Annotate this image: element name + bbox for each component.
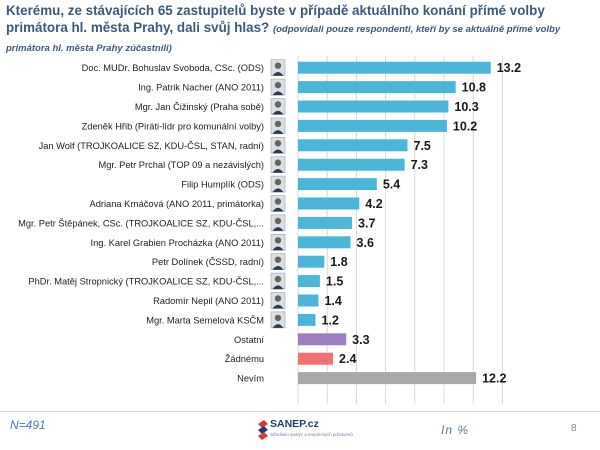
bar: [298, 197, 360, 210]
bar: [298, 139, 408, 152]
portrait-photo-icon: [270, 78, 286, 96]
value-label: 12.2: [482, 372, 506, 386]
category-label: Adriana Krnáčová (ANO 2011, primátorka): [90, 199, 264, 209]
portrait-photo-icon: [270, 195, 286, 212]
value-label: 3.6: [357, 236, 374, 250]
portrait-photo-icon: [270, 272, 286, 290]
bar: [298, 81, 456, 94]
value-label: 10.8: [462, 81, 486, 95]
value-label: 1.4: [324, 294, 341, 308]
value-label: 13.2: [497, 61, 521, 75]
bar: [298, 178, 377, 191]
footer-divider: [0, 411, 600, 412]
chart-question: Kterému, ze stávajících 65 zastupitelů b…: [6, 3, 545, 35]
bar: [298, 255, 325, 268]
category-label: Mgr. Petr Prchal (TOP 09 a nezávislých): [98, 160, 264, 170]
logo-tagline: Středisko analýz a empirických průzkumů: [270, 432, 353, 437]
value-label: 4.2: [365, 197, 382, 211]
bar: [298, 372, 477, 385]
portrait-photo-icon: [270, 98, 286, 115]
portrait-photo-icon: [270, 311, 286, 329]
bar: [298, 352, 334, 365]
portrait-photo-icon: [270, 292, 286, 309]
bar: [298, 294, 319, 307]
value-label: 3.7: [358, 216, 375, 230]
category-label: Ostatní: [234, 335, 264, 345]
portrait-photo-icon: [270, 156, 286, 173]
portrait-photo-icon: [270, 234, 286, 251]
value-label: 7.5: [414, 139, 431, 153]
value-label: 5.4: [383, 178, 400, 192]
bar: [298, 236, 351, 249]
bar: [298, 119, 447, 132]
category-label: Ing. Patrik Nacher (ANO 2011): [138, 83, 264, 93]
portrait-photo-icon: [270, 137, 286, 154]
category-label: Doc. MUDr. Bohuslav Svoboda, CSc. (ODS): [82, 63, 264, 73]
chart-note: (odpovídali pouze respondenti, kteří by …: [6, 24, 561, 54]
portrait-photo-icon: [270, 214, 286, 232]
bar-chart: Doc. MUDr. Bohuslav Svoboda, CSc. (ODS) 1…: [18, 56, 521, 404]
bar: [298, 275, 320, 288]
sanep-logo-icon: [258, 420, 268, 440]
value-label: 3.3: [352, 333, 369, 347]
category-label: Ing. Karel Grabien Procházka (ANO 2011): [91, 238, 264, 248]
logo-name: SANEP.cz: [270, 418, 319, 430]
category-label: Filip Humplík (ODS): [181, 180, 264, 190]
category-label: Žádnému: [225, 354, 264, 364]
portrait-photo-icon: [270, 253, 286, 270]
portrait-photo-icon: [270, 117, 286, 135]
category-label: Zdeněk Hřib (Piráti-lídr pro komunální v…: [82, 121, 264, 131]
category-label: Mgr. Marta Semelová KSČM: [146, 315, 264, 325]
page-number: 8: [571, 423, 577, 434]
bar: [298, 100, 449, 113]
bar: [298, 158, 405, 171]
portrait-photo-icon: [270, 59, 286, 77]
bar: [298, 216, 353, 229]
portrait-photo-icon: [270, 175, 286, 193]
value-label: 2.4: [339, 352, 356, 366]
sanep-logo: SANEP.cz Středisko analýz a empirických …: [256, 416, 356, 444]
category-label: Nevím: [237, 374, 264, 384]
unit-label: In %: [441, 423, 470, 437]
value-label: 10.3: [454, 100, 478, 114]
value-label: 1.8: [330, 255, 347, 269]
bar: [298, 333, 347, 346]
value-label: 1.5: [326, 275, 343, 289]
value-label: 7.3: [411, 158, 428, 172]
category-label: Radomír Nepil (ANO 2011): [153, 296, 264, 306]
category-label: Mgr. Jan Čižinský (Praha sobě): [135, 102, 264, 112]
category-label: Mgr. Petr Štěpánek, CSc. (TROJKOALICE SZ…: [18, 218, 264, 228]
bar: [298, 61, 491, 74]
category-label: PhDr. Matěj Stropnický (TROJKOALICE SZ, …: [28, 277, 264, 287]
chart-title: Kterému, ze stávajících 65 zastupitelů b…: [6, 2, 594, 57]
value-label: 1.2: [322, 313, 339, 327]
category-label: Petr Dolínek (ČSSD, radní): [152, 257, 264, 267]
sample-size: N=491: [10, 418, 46, 432]
value-label: 10.2: [453, 119, 477, 133]
bar: [298, 313, 316, 326]
category-label: Jan Wolf (TROJKOALICE SZ, KDU-ČSL, STAN,…: [39, 141, 264, 151]
